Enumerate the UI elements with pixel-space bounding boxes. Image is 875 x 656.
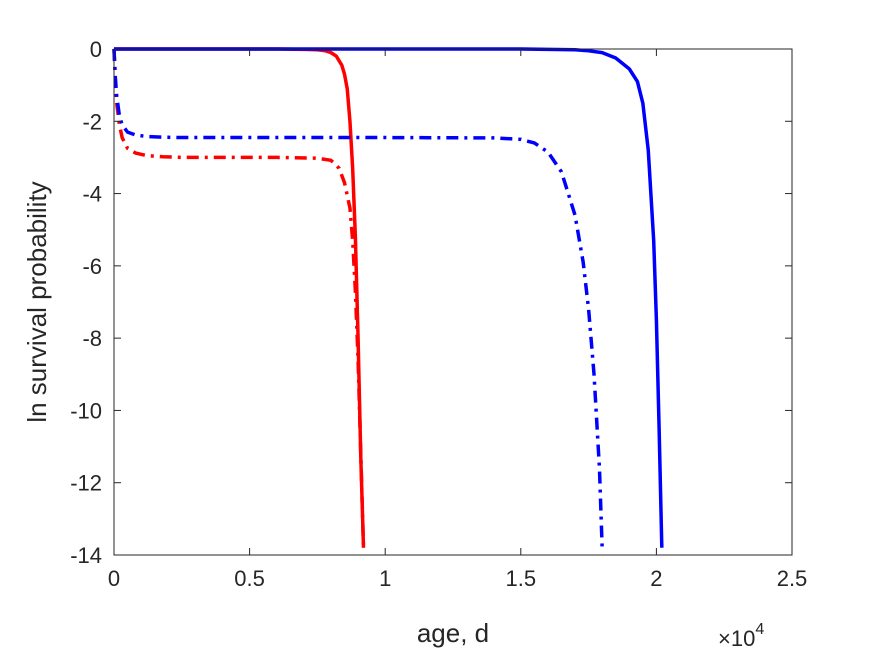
y-tick-label: -2 — [82, 109, 102, 134]
axes-background — [114, 49, 792, 555]
x-tick-label: 2 — [650, 566, 662, 591]
x-tick-label: 1 — [379, 566, 391, 591]
axes-box — [113, 48, 793, 556]
plot-area: 0 0.5 1 1.5 2 2.5 0 -2 -4 -6 -8 -10 -12 -14 — [70, 37, 807, 591]
y-tick-label: 0 — [90, 37, 102, 62]
x-axis-exponent-power: 4 — [755, 621, 764, 638]
y-tick-label: -12 — [70, 471, 102, 496]
x-axis-exponent-base: ×10 — [718, 626, 755, 651]
x-axis-exponent: ×104 — [718, 621, 764, 651]
x-tick-label: 2.5 — [777, 566, 808, 591]
series-line-4 — [112, 48, 604, 548]
x-tick-label: 1.5 — [506, 566, 537, 591]
x-tick-label: 0.5 — [234, 566, 265, 591]
y-tick-label: -14 — [70, 543, 102, 568]
y-tick-label: -8 — [82, 326, 102, 351]
x-tick-label: 0 — [108, 566, 120, 591]
tick-layer: 0 0.5 1 1.5 2 2.5 0 -2 -4 -6 -8 -10 -12 -14 — [70, 37, 807, 591]
series-line-3 — [112, 48, 366, 548]
x-axis-label: age, d — [417, 618, 489, 648]
y-tick-label: -10 — [70, 398, 102, 423]
y-tick-label: -6 — [82, 254, 102, 279]
y-tick-label: -4 — [82, 182, 102, 207]
y-axis-label: ln survival probability — [22, 181, 52, 422]
